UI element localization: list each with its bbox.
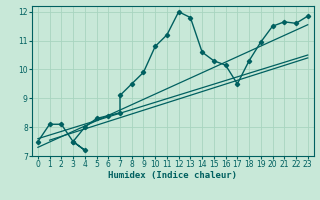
X-axis label: Humidex (Indice chaleur): Humidex (Indice chaleur)	[108, 171, 237, 180]
